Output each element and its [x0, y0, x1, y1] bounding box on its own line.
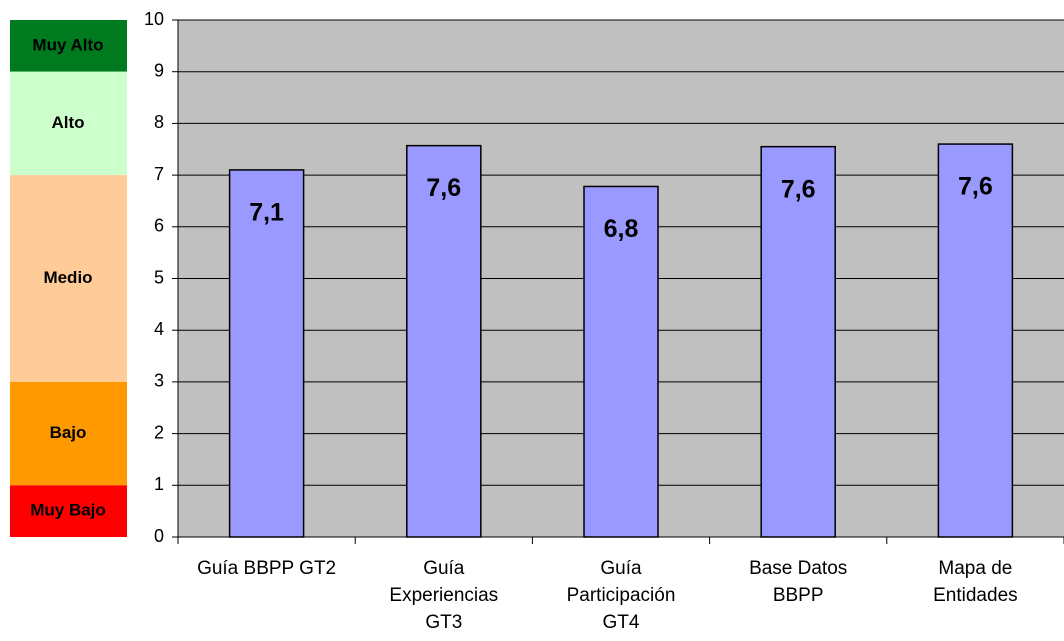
- band: [10, 175, 127, 382]
- band: [10, 20, 127, 72]
- band-label: Muy Bajo: [30, 501, 106, 520]
- value-label: 6,8: [604, 215, 639, 243]
- y-tick-label: 7: [154, 164, 164, 184]
- value-label: 7,6: [426, 174, 461, 202]
- bar: [228, 169, 305, 538]
- y-tick-label: 5: [154, 267, 164, 287]
- y-tick-label: 6: [154, 216, 164, 236]
- bar: [583, 185, 659, 538]
- x-tick-label: Guía Participación GT4: [566, 558, 676, 633]
- y-tick-label: 0: [154, 526, 164, 546]
- y-tick-label: 9: [154, 60, 164, 80]
- band-label: Alto: [51, 113, 84, 132]
- band: [10, 381, 127, 486]
- value-label: 7,6: [958, 173, 993, 201]
- band-label: Bajo: [50, 423, 87, 442]
- bar: [760, 145, 836, 538]
- band: [10, 485, 127, 537]
- y-tick-label: 4: [154, 319, 164, 339]
- y-tick-label: 2: [154, 422, 164, 442]
- band-label: Medio: [43, 268, 92, 287]
- y-tick-label: 10: [144, 9, 164, 29]
- y-tick-label: 1: [154, 474, 164, 494]
- value-label: 7,1: [249, 199, 284, 227]
- x-tick-label: Mapa de Entidades: [933, 558, 1018, 606]
- band: [10, 71, 127, 176]
- bar: [937, 143, 1014, 538]
- bar: [406, 144, 482, 538]
- value-label: 7,6: [781, 175, 816, 203]
- y-tick-label: 8: [154, 112, 164, 132]
- x-tick-label: Guía Experiencias GT3: [389, 558, 499, 633]
- band-label: Muy Alto: [32, 35, 103, 54]
- x-tick-label: Guía BBPP GT2: [197, 558, 337, 579]
- x-tick-label: Base Datos BBPP: [749, 558, 848, 606]
- y-tick-label: 3: [154, 371, 164, 391]
